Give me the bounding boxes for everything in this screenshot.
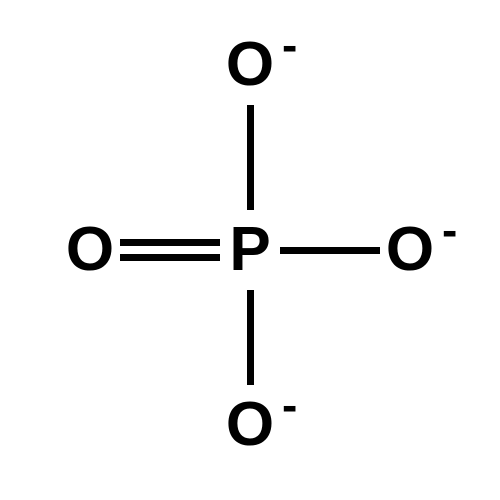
- bond-bottom: [247, 290, 254, 385]
- bond-left-lower: [120, 254, 220, 261]
- atom-right-oxygen: O: [386, 219, 434, 281]
- phosphate-structure: P O - O - O - O: [0, 0, 500, 500]
- charge-bottom: -: [282, 382, 297, 428]
- charge-top: -: [282, 22, 297, 68]
- bond-right: [280, 247, 380, 254]
- bond-left-upper: [120, 239, 220, 246]
- charge-right: -: [442, 207, 457, 253]
- atom-top-oxygen: O: [226, 34, 274, 96]
- atom-center-phosphorus: P: [229, 219, 270, 281]
- atom-left-oxygen: O: [66, 219, 114, 281]
- atom-bottom-oxygen: O: [226, 394, 274, 456]
- bond-top: [247, 105, 254, 210]
